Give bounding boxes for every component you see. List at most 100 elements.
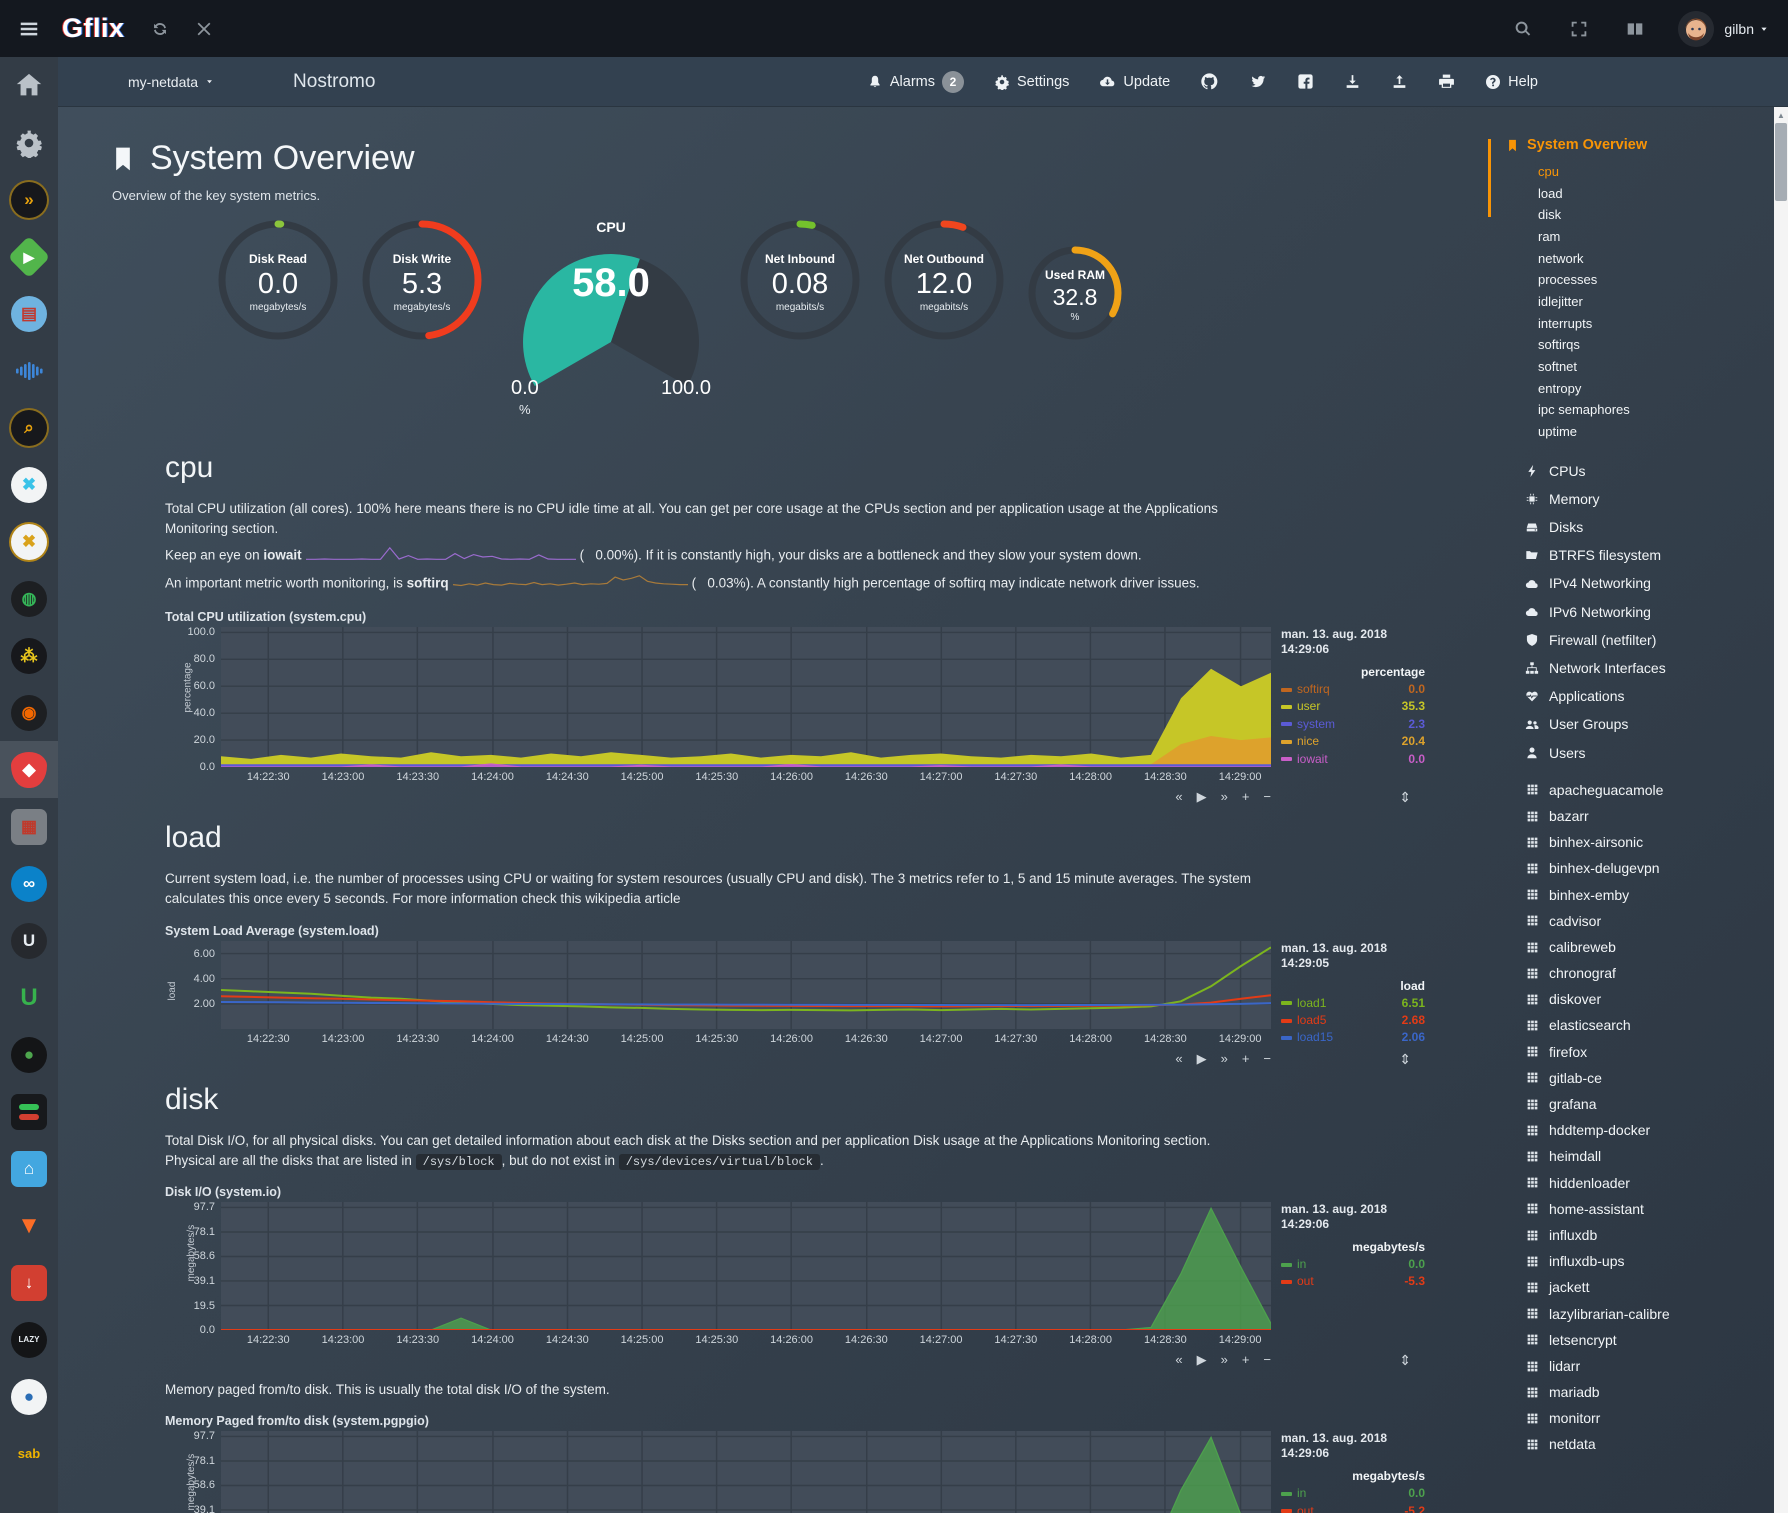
- toolbox-button[interactable]: ▶: [1196, 789, 1207, 804]
- menu-section-btrfs-filesystem[interactable]: BTRFS filesystem: [1488, 541, 1774, 569]
- changelog-icon[interactable]: [1626, 20, 1644, 38]
- legend-entry-out[interactable]: out -5.3: [1281, 1273, 1425, 1290]
- chart-resize-handle[interactable]: ⇕: [1399, 789, 1411, 805]
- toolbox-button[interactable]: +: [1241, 1050, 1250, 1066]
- chart-resize-handle[interactable]: ⇕: [1399, 1352, 1411, 1368]
- app-icon-cubes[interactable]: ▦: [0, 798, 58, 855]
- toolbox-button[interactable]: +: [1241, 1352, 1250, 1367]
- settings-gear-icon[interactable]: [0, 114, 58, 171]
- toolbox-button[interactable]: »: [1220, 1050, 1228, 1066]
- menu-section-users[interactable]: Users: [1488, 739, 1774, 767]
- pgpgio-chart-plot[interactable]: [221, 1431, 1271, 1513]
- app-icon-netdata[interactable]: ◆: [0, 741, 58, 798]
- menu-item-processes[interactable]: processes: [1538, 272, 1598, 288]
- menu-app-letsencrypt[interactable]: letsencrypt: [1488, 1327, 1774, 1353]
- facebook-link[interactable]: [1297, 73, 1314, 90]
- menu-app-lidarr[interactable]: lidarr: [1488, 1353, 1774, 1379]
- chart-resize-handle[interactable]: ⇕: [1399, 1050, 1411, 1067]
- menu-app-monitorr[interactable]: monitorr: [1488, 1405, 1774, 1431]
- legend-entry-user[interactable]: user 35.3: [1281, 698, 1425, 715]
- app-icon-nextcloud[interactable]: ∞: [0, 855, 58, 912]
- legend-entry-softirq[interactable]: softirq 0.0: [1281, 681, 1425, 698]
- menu-item-ram[interactable]: ram: [1538, 229, 1561, 245]
- app-icon-emby[interactable]: ▶: [0, 228, 58, 285]
- alarms-button[interactable]: Alarms 2: [867, 70, 964, 93]
- menu-item-ipc-semaphores[interactable]: ipc semaphores: [1538, 402, 1630, 418]
- gauge-disk-write[interactable]: Disk Write 5.3 megabytes/s: [361, 219, 483, 346]
- toolbox-button[interactable]: «: [1175, 1352, 1183, 1367]
- menu-app-binhex-delugevpn[interactable]: binhex-delugevpn: [1488, 855, 1774, 881]
- menu-item-softirqs[interactable]: softirqs: [1538, 337, 1580, 353]
- github-link[interactable]: [1200, 72, 1219, 91]
- menu-app-lazylibrarian-calibre[interactable]: lazylibrarian-calibre: [1488, 1301, 1774, 1327]
- disk-chart-plot[interactable]: [221, 1202, 1271, 1330]
- app-icon-unraid[interactable]: U: [0, 912, 58, 969]
- menu-item-uptime[interactable]: uptime: [1538, 424, 1578, 440]
- legend-entry-in[interactable]: in 0.0: [1281, 1485, 1425, 1502]
- menu-app-influxdb[interactable]: influxdb: [1488, 1222, 1774, 1248]
- menu-app-bazarr[interactable]: bazarr: [1488, 803, 1774, 829]
- menu-section-ipv4-networking[interactable]: IPv4 Networking: [1488, 569, 1774, 597]
- gauge-used-ram[interactable]: Used RAM 32.8 %: [1027, 245, 1123, 346]
- app-icon-airsonic[interactable]: [0, 342, 58, 399]
- home-icon[interactable]: [0, 57, 58, 114]
- toolbox-button[interactable]: +: [1241, 789, 1250, 804]
- help-button[interactable]: Help: [1485, 74, 1538, 90]
- refresh-icon[interactable]: [151, 20, 169, 38]
- menu-app-hddtemp-docker[interactable]: hddtemp-docker: [1488, 1117, 1774, 1143]
- search-icon[interactable]: [1514, 20, 1532, 38]
- menu-section-memory[interactable]: Memory: [1488, 485, 1774, 513]
- app-icon-downloader[interactable]: ↓: [0, 1254, 58, 1311]
- menu-app-firefox[interactable]: firefox: [1488, 1039, 1774, 1065]
- gauge-net-outbound[interactable]: Net Outbound 12.0 megabits/s: [883, 219, 1005, 346]
- menu-item-entropy[interactable]: entropy: [1538, 380, 1582, 396]
- user-menu[interactable]: gilbn: [1724, 21, 1770, 37]
- menu-section-applications[interactable]: Applications: [1488, 682, 1774, 710]
- menu-section-ipv6-networking[interactable]: IPv6 Networking: [1488, 598, 1774, 626]
- import-snapshot-button[interactable]: [1391, 73, 1408, 90]
- toolbox-button[interactable]: −: [1263, 1352, 1271, 1367]
- legend-entry-load1[interactable]: load1 6.51: [1281, 995, 1425, 1012]
- app-icon-x-cyan[interactable]: ✖: [0, 456, 58, 513]
- legend-entry-load15[interactable]: load15 2.06: [1281, 1029, 1425, 1046]
- menu-section-network-interfaces[interactable]: Network Interfaces: [1488, 654, 1774, 682]
- menu-item-load[interactable]: load: [1538, 185, 1563, 201]
- app-icon-sabnzbd[interactable]: sab: [17, 1446, 41, 1461]
- settings-button[interactable]: Settings: [994, 74, 1069, 90]
- avatar[interactable]: [1678, 10, 1715, 47]
- menu-app-elasticsearch[interactable]: elasticsearch: [1488, 1012, 1774, 1038]
- toolbox-button[interactable]: −: [1263, 1050, 1271, 1066]
- toolbox-button[interactable]: »: [1220, 1352, 1228, 1367]
- toolbox-button[interactable]: ▶: [1196, 1352, 1207, 1367]
- page-scrollbar[interactable]: ▲: [1774, 107, 1788, 1513]
- menu-app-netdata[interactable]: netdata: [1488, 1431, 1774, 1457]
- menu-app-jackett[interactable]: jackett: [1488, 1274, 1774, 1300]
- menu-item-idlejitter[interactable]: idlejitter: [1538, 294, 1583, 310]
- app-icon-monitorr[interactable]: [0, 1083, 58, 1140]
- menu-app-calibreweb[interactable]: calibreweb: [1488, 934, 1774, 960]
- app-icon-green-disc[interactable]: ●: [0, 1026, 58, 1083]
- update-button[interactable]: Update: [1099, 73, 1170, 90]
- app-icon-plex[interactable]: »: [0, 171, 58, 228]
- menu-section-cpus[interactable]: CPUs: [1488, 457, 1774, 485]
- legend-entry-out[interactable]: out -5.2: [1281, 1503, 1425, 1513]
- fullscreen-icon[interactable]: [1570, 20, 1588, 38]
- menu-app-heimdall[interactable]: heimdall: [1488, 1143, 1774, 1169]
- twitter-link[interactable]: [1249, 73, 1267, 91]
- legend-entry-in[interactable]: in 0.0: [1281, 1256, 1425, 1273]
- menu-item-cpu[interactable]: cpu: [1538, 164, 1559, 179]
- menu-app-influxdb-ups[interactable]: influxdb-ups: [1488, 1248, 1774, 1274]
- toolbox-button[interactable]: −: [1263, 789, 1271, 804]
- menu-item-interrupts[interactable]: interrupts: [1538, 315, 1593, 331]
- menu-item-softnet[interactable]: softnet: [1538, 359, 1578, 375]
- menu-section-firewall-netfilter-[interactable]: Firewall (netfilter): [1488, 626, 1774, 654]
- load-chart-plot[interactable]: [221, 940, 1271, 1029]
- gauge-net-inbound[interactable]: Net Inbound 0.08 megabits/s: [739, 219, 861, 346]
- legend-entry-nice[interactable]: nice 20.4: [1281, 733, 1425, 750]
- menu-app-grafana[interactable]: grafana: [1488, 1091, 1774, 1117]
- toolbox-button[interactable]: «: [1175, 1050, 1183, 1066]
- app-icon-lazylibrarian[interactable]: LAZY: [0, 1311, 58, 1368]
- cpu-chart-plot[interactable]: [221, 627, 1271, 767]
- toolbox-button[interactable]: »: [1220, 789, 1228, 804]
- legend-entry-load5[interactable]: load5 2.68: [1281, 1012, 1425, 1029]
